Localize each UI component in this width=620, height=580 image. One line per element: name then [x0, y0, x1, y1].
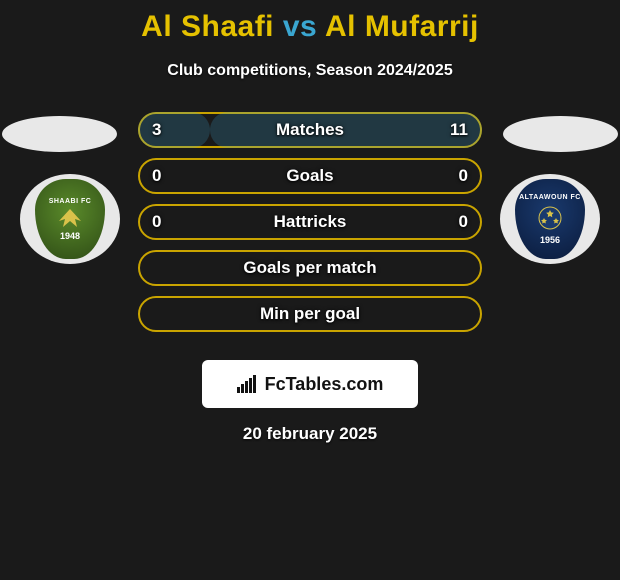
stat-label: Goals: [286, 166, 333, 186]
stat-bar: 3 11 Matches: [138, 112, 482, 148]
stat-bar: 0 0 Goals: [138, 158, 482, 194]
stat-label: Hattricks: [274, 212, 347, 232]
stat-bar: Min per goal: [138, 296, 482, 332]
left-player-silhouette: [2, 116, 117, 152]
stat-left-value: 0: [152, 166, 161, 186]
title-vs: vs: [283, 10, 317, 43]
watermark: FcTables.com: [202, 360, 418, 408]
eagle-icon: [55, 207, 85, 229]
stat-label: Goals per match: [243, 258, 376, 278]
stat-left-value: 3: [152, 120, 161, 140]
stat-right-value: 11: [450, 120, 468, 140]
right-club-name: ALTAAWOUN FC: [519, 194, 581, 201]
stat-label: Matches: [276, 120, 344, 140]
stat-bar: 0 0 Hattricks: [138, 204, 482, 240]
footer-date: 20 february 2025: [0, 424, 620, 444]
stat-label: Min per goal: [260, 304, 360, 324]
stat-bars: 3 11 Matches 0 0 Goals 0 0 Hattricks Goals per ma…: [138, 112, 482, 332]
subtitle: Club competitions, Season 2024/2025: [0, 62, 620, 80]
bar-right-fill: [210, 112, 482, 148]
title-player-right: Al Mufarrij: [325, 10, 479, 43]
right-club-year: 1956: [540, 235, 560, 245]
bar-left-fill: [138, 112, 210, 148]
right-club-badge: ALTAAWOUN FC 1956: [500, 174, 600, 264]
watermark-text: FcTables.com: [265, 374, 384, 395]
stat-right-value: 0: [459, 212, 468, 232]
comparison-panel: SHAABI FC 1948 ALTAAWOUN FC 1956 3 11 Matc…: [0, 112, 620, 342]
stat-left-value: 0: [152, 212, 161, 232]
page-title: Al Shaafi vs Al Mufarrij: [0, 0, 620, 44]
right-player-silhouette: [503, 116, 618, 152]
chart-icon: [237, 375, 259, 393]
left-club-name: SHAABI FC: [49, 198, 92, 205]
left-club-badge: SHAABI FC 1948: [20, 174, 120, 264]
stars-icon: [535, 203, 565, 233]
title-player-left: Al Shaafi: [141, 10, 274, 43]
stat-right-value: 0: [459, 166, 468, 186]
left-club-year: 1948: [60, 231, 80, 241]
stat-bar: Goals per match: [138, 250, 482, 286]
